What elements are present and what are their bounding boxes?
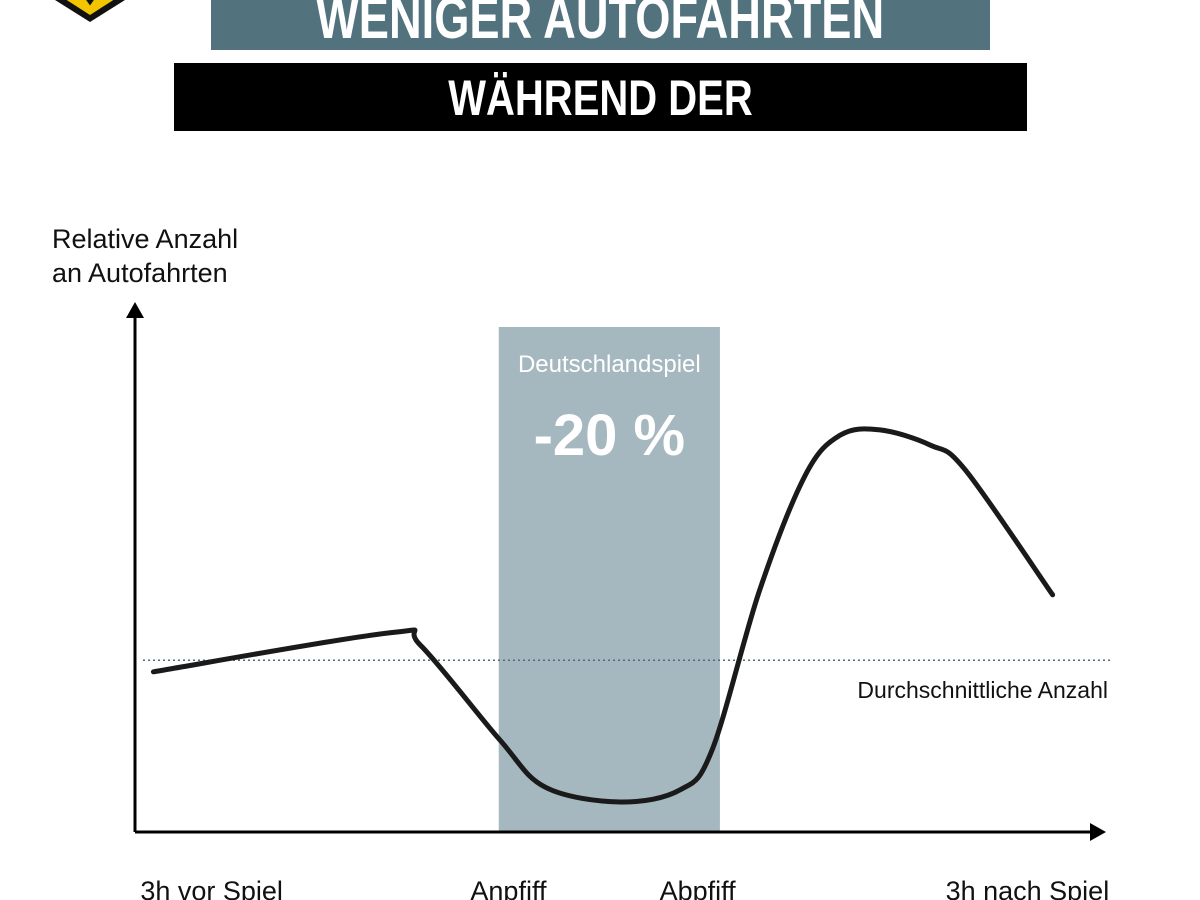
- series-line: [150, 426, 1056, 805]
- shield-logo-icon: [50, 0, 130, 30]
- band-label: Deutschlandspiel: [518, 351, 701, 378]
- band-value-label: -20 %: [534, 403, 686, 468]
- title-banner: WENIGER AUTOFAHRTEN: [211, 0, 990, 51]
- subtitle-banner: WÄHREND DER DEUTSCHLANDSPIELE: [174, 63, 1027, 196]
- title: WENIGER AUTOFAHRTEN: [316, 0, 885, 51]
- average-label: Durchschnittliche Anzahl: [857, 677, 1108, 703]
- subtitle: WÄHREND DER DEUTSCHLANDSPIELE: [377, 70, 824, 196]
- x-tick-label: 3h vor Spiel: [140, 876, 283, 900]
- y-axis-label-line2: an Autofahrten: [52, 258, 228, 288]
- x-tick-label: 3h nach Spiel: [946, 876, 1110, 900]
- match-band: [498, 327, 720, 832]
- y-axis-arrow-icon: [126, 302, 144, 318]
- x-tick-label: Abpfiff: [660, 876, 737, 900]
- x-axis-arrow-icon: [1090, 823, 1106, 841]
- y-axis-label-line1: Relative Anzahl: [52, 224, 238, 254]
- x-tick-label: Anpfiff: [470, 876, 547, 900]
